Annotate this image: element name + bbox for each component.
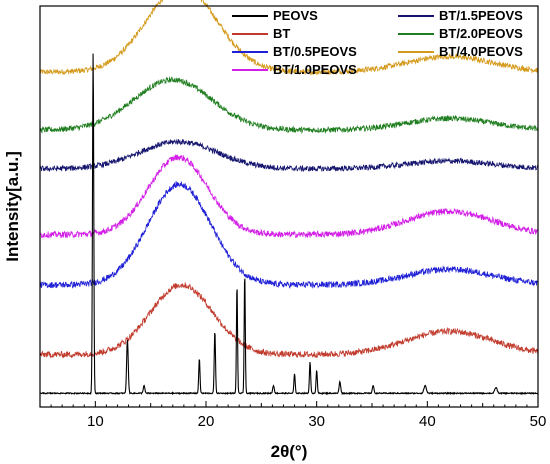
- legend-label: BT/4.0PEOVS: [439, 44, 523, 59]
- x-tick-label: 20: [198, 413, 215, 430]
- series-line-bt-0-5peovs: [39, 181, 538, 289]
- x-tick-label: 10: [87, 413, 104, 430]
- plot-frame: [39, 5, 539, 408]
- legend-label: BT/2.0PEOVS: [439, 26, 523, 41]
- legend: PEOVS BT BT/0.5PEOVS BT/1.0PEOVS BT/1.5PEOVS…: [232, 8, 523, 77]
- x-tick-label: 30: [308, 413, 325, 430]
- legend-label: BT: [273, 26, 290, 41]
- series-line-peovs: [39, 53, 539, 396]
- legend-label: BT/1.0PEOVS: [273, 62, 357, 77]
- x-tick-label: 40: [419, 413, 436, 430]
- x-axis-label: 2θ(°): [271, 442, 308, 461]
- series-line-bt-1-0peovs: [39, 154, 539, 239]
- y-axis-label: Intensity[a.u.]: [3, 151, 22, 262]
- series-line-bt-1-5peovs: [39, 138, 538, 173]
- series-line-bt: [39, 282, 539, 359]
- legend-label: PEOVS: [273, 8, 318, 23]
- legend-label: BT/0.5PEOVS: [273, 44, 357, 59]
- series-line-bt-4-0peovs: [39, 0, 539, 76]
- series-layer: [39, 0, 539, 396]
- legend-label: BT/1.5PEOVS: [439, 8, 523, 23]
- x-axis-ticks: 10 20 30 40 50: [39, 401, 547, 430]
- x-tick-label: 50: [530, 413, 547, 430]
- series-line-bt-2-0peovs: [39, 76, 539, 135]
